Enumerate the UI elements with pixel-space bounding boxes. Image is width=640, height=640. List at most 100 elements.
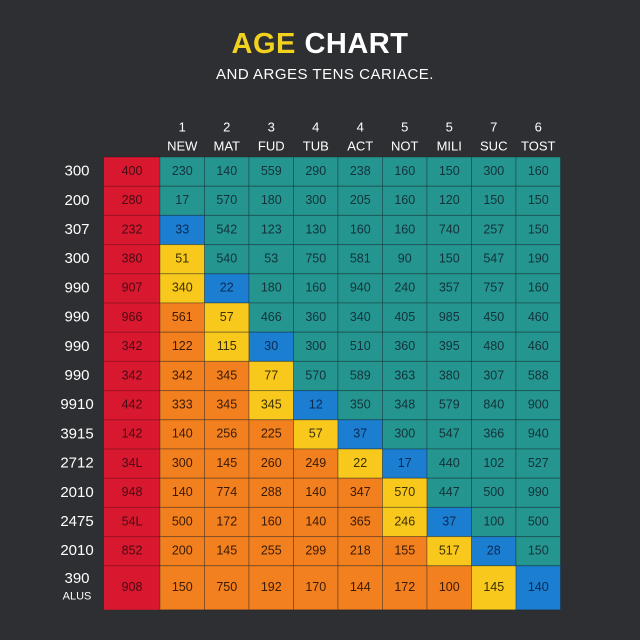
cell-value-label: 90: [398, 251, 412, 265]
cell-value-label: 527: [528, 456, 549, 470]
cell-value-label: 172: [216, 514, 237, 528]
column-header-label: MILI: [437, 138, 462, 153]
row-label: 2475: [60, 513, 93, 530]
heatmap-cell: [382, 390, 428, 421]
cell-value-label: 180: [261, 193, 282, 207]
cell-value-label: 900: [528, 397, 549, 411]
heatmap-cell: [515, 156, 561, 187]
heatmap-cell: [471, 214, 517, 246]
cell-value-label: 570: [394, 485, 415, 499]
heatmap-cell: [382, 448, 428, 479]
heatmap-cell: [426, 185, 472, 216]
cell-value-label: 249: [305, 456, 326, 470]
heatmap-cell: [426, 565, 472, 611]
heatmap-cell: [515, 331, 561, 362]
cell-value-label: 740: [439, 222, 460, 236]
cell-value-label: 57: [220, 310, 234, 324]
cell-value-label: 150: [483, 193, 504, 207]
cell-value-label: 53: [264, 251, 278, 265]
heatmap-cell: [515, 448, 561, 479]
heatmap-cell: [337, 302, 383, 333]
heatmap-cell: [515, 506, 561, 538]
cell-value-label: 547: [439, 427, 460, 441]
cell-value-label: 347: [350, 485, 371, 499]
cell-value-label: 300: [172, 456, 193, 470]
column-number-label: 4: [357, 119, 364, 134]
heatmap-cell: [293, 390, 339, 421]
cell-value-label: 440: [439, 456, 460, 470]
cell-value-label: 290: [305, 164, 326, 178]
cell-value-label: 145: [216, 543, 237, 557]
heatmap-cell: [293, 477, 339, 508]
heatmap-cell: [159, 244, 205, 275]
cell-value-label: 363: [394, 368, 415, 382]
cell-value-label: 360: [305, 310, 326, 324]
heatmap-cell: [159, 390, 205, 421]
heatmap-cell: [382, 477, 428, 508]
cell-value-label: 447: [439, 485, 460, 499]
cell-value-label: 542: [216, 222, 237, 236]
heatmap-cell: [248, 536, 294, 567]
heatmap-cell: [204, 565, 250, 611]
heatmap-cell: [382, 331, 428, 362]
cell-value-label: 345: [216, 368, 237, 382]
row-label: 307: [64, 221, 89, 238]
column-header-label: ACT: [347, 138, 373, 153]
heatmap-cell: [382, 506, 428, 538]
heatmap-cell: [382, 214, 428, 246]
heatmap-cell: [293, 565, 339, 611]
column-number-label: 3: [268, 119, 275, 134]
row-label: 300: [64, 163, 89, 180]
heatmap-cell: [337, 273, 383, 304]
heatmap-cell: [337, 565, 383, 611]
cell-value-label: 547: [483, 251, 504, 265]
chart-title-accent: AGE: [231, 28, 296, 60]
row-label: 390: [64, 570, 89, 587]
heatmap-cell: [337, 390, 383, 421]
heatmap-cell: [426, 273, 472, 304]
row-label: 990: [64, 309, 89, 326]
cell-value-label: 205: [350, 193, 371, 207]
cell-value-label: 365: [350, 514, 371, 528]
heatmap-cell: [204, 156, 250, 187]
cell-value-label: 160: [394, 193, 415, 207]
cell-value-label: 366: [483, 427, 504, 441]
cell-value-label: 120: [439, 193, 460, 207]
row-label: 9910: [60, 396, 93, 413]
cell-value-label: 345: [216, 397, 237, 411]
cell-value-label: 160: [261, 514, 282, 528]
heatmap-cell: [426, 360, 472, 392]
cell-value-label: 22: [220, 281, 234, 295]
cell-value-label: 192: [261, 580, 282, 594]
heatmap-cell: [515, 302, 561, 333]
cell-value-label: 150: [172, 580, 193, 594]
cell-value-label: 37: [442, 514, 456, 528]
heatmap-cell: [515, 536, 561, 567]
heatmap-cell: [337, 419, 383, 450]
heatmap-cell: [382, 185, 428, 216]
heatmap-cell: [293, 360, 339, 392]
cell-value-label: 300: [394, 427, 415, 441]
heatmap-cell: [426, 536, 472, 567]
heatmap-cell: [515, 477, 561, 508]
chart-title-rest: CHART: [304, 28, 409, 60]
heatmap-cell: [159, 185, 205, 216]
cell-value-label: 840: [483, 397, 504, 411]
cell-value-label: 140: [172, 485, 193, 499]
first-column-value: 280: [122, 193, 143, 207]
heatmap-cell: [204, 185, 250, 216]
cell-value-label: 150: [528, 543, 549, 557]
cell-value-label: 150: [528, 193, 549, 207]
column-header-label: FUD: [258, 138, 285, 153]
heatmap-cell: [248, 565, 294, 611]
cell-value-label: 150: [439, 251, 460, 265]
cell-value-label: 940: [350, 281, 371, 295]
first-column-value: 142: [122, 427, 143, 441]
first-column-value: 852: [122, 543, 143, 557]
cell-value-label: 100: [439, 580, 460, 594]
column-number-label: 2: [223, 119, 230, 134]
first-column-band: [104, 157, 160, 610]
cell-value-label: 940: [528, 427, 549, 441]
cell-value-label: 288: [261, 485, 282, 499]
row-label: 3915: [60, 425, 93, 442]
